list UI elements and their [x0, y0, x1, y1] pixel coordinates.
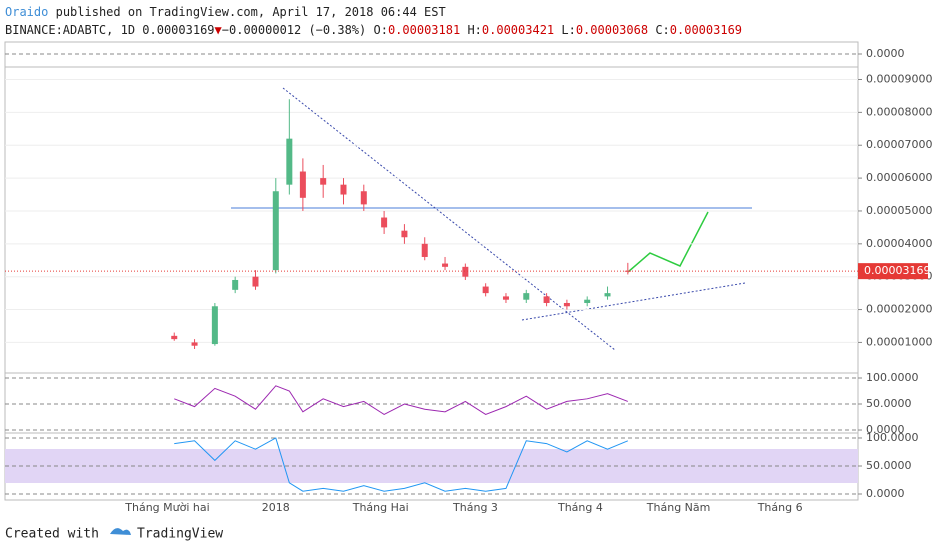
x-tick-label: Tháng 3: [452, 501, 498, 514]
last-price-box: [858, 263, 928, 280]
symbol-line: BINANCE:ADABTC, 1D 0.00003169▼−0.0000001…: [5, 23, 742, 37]
publisher: Oraido published on TradingView.com, Apr…: [5, 5, 446, 19]
candle-body: [360, 191, 367, 205]
x-tick-label: 2018: [262, 501, 290, 514]
x-tick-label: Tháng 4: [557, 501, 603, 514]
candle-body: [543, 296, 550, 303]
candle-body: [299, 171, 306, 198]
y-tick-label: 0.00008000: [866, 105, 932, 118]
candle-body: [252, 276, 259, 287]
candle-body: [421, 243, 428, 257]
indicator-line: [174, 437, 629, 492]
candle-body: [272, 191, 279, 271]
y-tick-label: 0.00007000: [866, 138, 932, 151]
x-tick-label: Tháng Năm: [646, 501, 711, 514]
y-tick-label: 50.0000: [866, 397, 912, 410]
candle-body: [320, 178, 327, 185]
indicator-line: [174, 385, 629, 415]
candle-body: [442, 263, 449, 267]
trend-line: [282, 87, 616, 351]
candle-body: [340, 184, 347, 195]
y-tick-label: 100.0000: [866, 431, 919, 444]
candle-body: [211, 306, 218, 345]
y-tick-label: 0.00004000: [866, 237, 932, 250]
brand-logo: [110, 528, 131, 535]
last-price-label: 0.00003169: [864, 264, 930, 277]
candle-body: [563, 302, 570, 307]
candle-body: [604, 293, 611, 297]
y-tick-label: 0.0000: [866, 487, 905, 500]
candle-body: [232, 279, 239, 290]
y-tick-label: 0.00005000: [866, 204, 932, 217]
y-tick-label: 100.0000: [866, 371, 919, 384]
y-tick-label: 0.00006000: [866, 171, 932, 184]
candle-body: [584, 299, 591, 303]
y-tick-label: 0.0000: [866, 47, 905, 60]
y-tick-label: 0.0000: [866, 423, 905, 436]
x-tick-label: Tháng 6: [757, 501, 803, 514]
candle-body: [381, 217, 388, 228]
y-tick-label: 50.0000: [866, 459, 912, 472]
footer-created: Created with: [5, 527, 99, 542]
candle-body: [191, 342, 198, 346]
y-tick-label: 0.00009000: [866, 73, 932, 86]
x-tick-label: Tháng Hai: [352, 501, 409, 514]
candle-body: [171, 335, 178, 340]
candle-body: [482, 286, 489, 294]
candle-body: [401, 230, 408, 238]
projection-arrow: [627, 211, 709, 273]
y-tick-label: 0.00002000: [866, 303, 932, 316]
candle-body: [523, 293, 530, 300]
x-tick-label: Tháng Mười hai: [124, 501, 209, 514]
candle-body: [286, 138, 293, 185]
candle-body: [462, 266, 469, 277]
candle-body: [502, 296, 509, 300]
y-tick-label: 0.00001000: [866, 335, 932, 348]
trend-line: [521, 282, 746, 321]
candle-body: [624, 270, 631, 272]
footer-brand: TradingView: [137, 527, 223, 542]
